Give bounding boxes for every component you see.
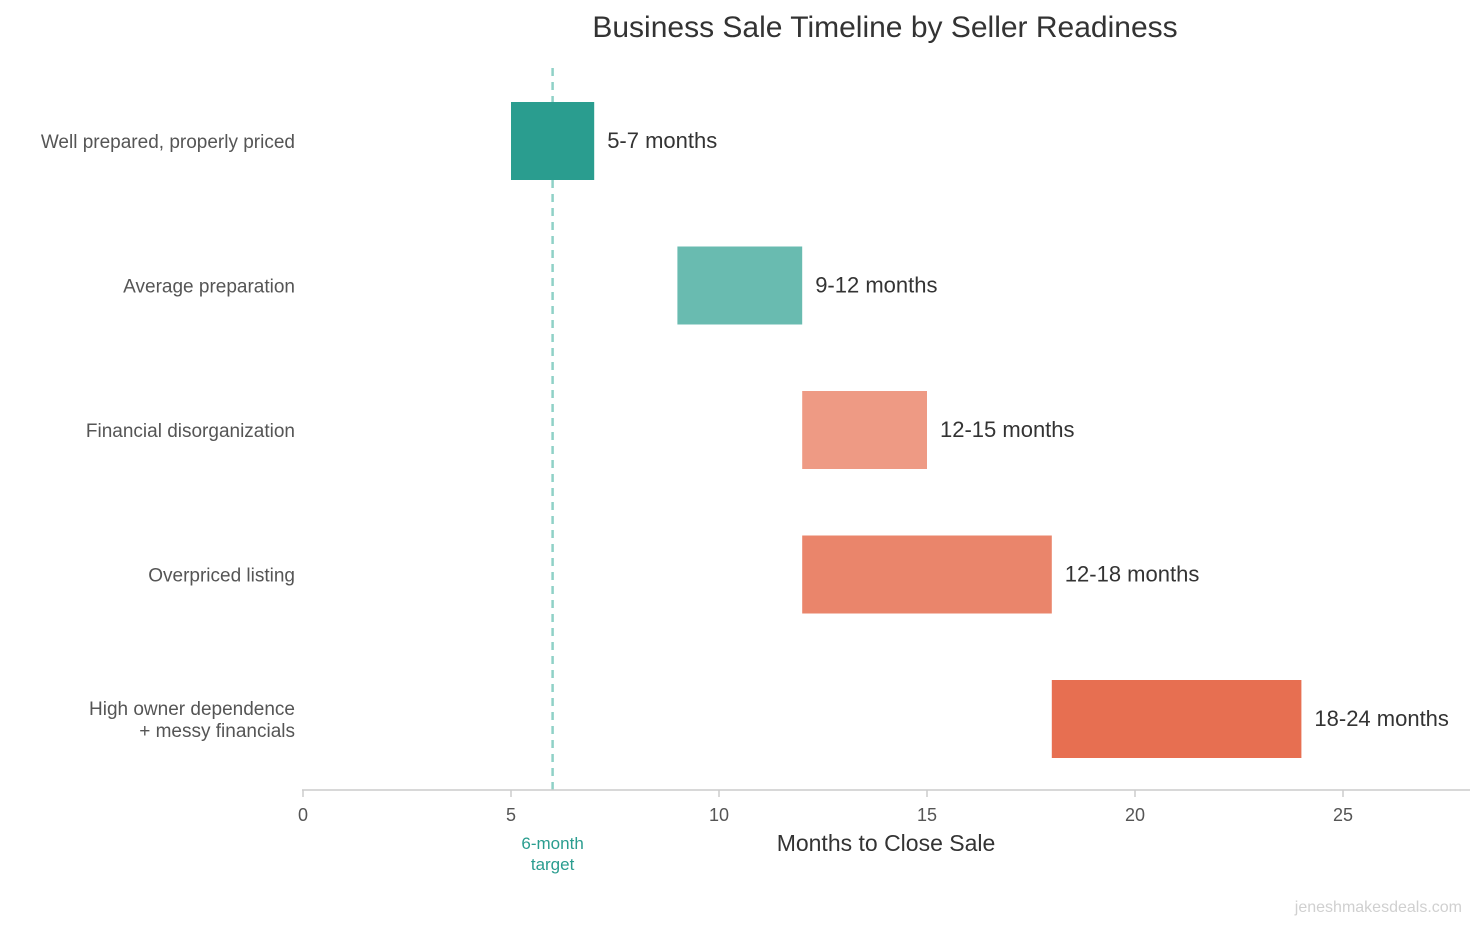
x-axis-title: Months to Close Sale	[777, 830, 996, 856]
target-reference-label: target	[531, 855, 575, 874]
range-bar-label: 5-7 months	[607, 128, 717, 153]
bars-layer: 5-7 months 9-12 months 12-15 months 12-18 m…	[511, 102, 1449, 758]
x-tick-label: 25	[1333, 805, 1353, 825]
range-bar	[1051, 680, 1302, 758]
category-labels: Well prepared, properly priced Average pr…	[41, 132, 295, 742]
x-axis-ticks: 0 5 10 15 20 25	[298, 790, 1353, 825]
watermark: jeneshmakesdeals.com	[1294, 899, 1462, 916]
category-label: Well prepared, properly priced	[41, 132, 295, 153]
chart-title: Business Sale Timeline by Seller Readine…	[592, 11, 1177, 44]
category-label: + messy financials	[139, 721, 295, 742]
x-tick-label: 10	[709, 805, 729, 825]
range-bar	[677, 246, 803, 325]
category-label: Overpriced listing	[148, 566, 295, 587]
range-bar	[802, 535, 1052, 614]
x-tick-label: 20	[1125, 805, 1145, 825]
x-tick-label: 0	[298, 805, 308, 825]
range-bar-label: 9-12 months	[815, 273, 937, 298]
range-bar	[511, 102, 595, 180]
x-tick-label: 15	[917, 805, 937, 825]
range-bar-label: 12-15 months	[940, 417, 1075, 442]
target-reference-label: 6-month	[521, 834, 583, 853]
reference-layer: 6-month target	[521, 68, 584, 874]
range-bar	[802, 391, 927, 469]
range-bar-label: 12-18 months	[1065, 562, 1200, 587]
range-bar-label: 18-24 months	[1314, 706, 1449, 731]
category-label: Financial disorganization	[86, 421, 295, 442]
category-label: Average preparation	[123, 277, 295, 298]
x-tick-label: 5	[506, 805, 516, 825]
category-label: High owner dependence	[89, 699, 295, 720]
